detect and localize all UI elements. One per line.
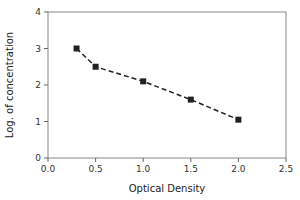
y-tick (44, 12, 48, 13)
y-tick (44, 158, 48, 159)
x-tick-label: 2.5 (279, 164, 293, 174)
y-tick-label: 2 (35, 80, 41, 90)
x-tick-label: 0.0 (41, 164, 56, 174)
y-tick (44, 85, 48, 86)
data-line (77, 49, 239, 120)
x-tick (238, 158, 239, 162)
data-point (140, 78, 146, 84)
y-tick-label: 3 (35, 44, 41, 54)
data-point (93, 64, 99, 70)
x-tick (190, 158, 191, 162)
plot-area (74, 46, 242, 123)
x-tick-label: 1.5 (184, 164, 198, 174)
x-tick-label: 0.5 (88, 164, 102, 174)
data-point (74, 46, 80, 52)
chart-container: 0.0 0.5 1.0 1.5 2.0 2.5 0 1 2 3 4 Optical Density Lo… (0, 0, 300, 200)
x-tick (95, 158, 96, 162)
y-axis-label: Log. of concentration (4, 32, 15, 138)
y-tick-label: 1 (35, 117, 41, 127)
data-point (235, 117, 241, 123)
axes: 0.0 0.5 1.0 1.5 2.0 2.5 0 1 2 3 4 (35, 7, 293, 174)
data-point (188, 97, 194, 103)
x-tick (48, 158, 49, 162)
chart: 0.0 0.5 1.0 1.5 2.0 2.5 0 1 2 3 4 Optical Density Lo… (0, 0, 300, 200)
x-tick (143, 158, 144, 162)
x-axis-label: Optical Density (129, 183, 206, 194)
y-tick-label: 4 (35, 7, 41, 17)
y-tick-label: 0 (35, 153, 41, 163)
y-tick (44, 48, 48, 49)
plot-frame (48, 12, 286, 158)
y-tick (44, 121, 48, 122)
x-tick-label: 2.0 (231, 164, 246, 174)
x-tick-label: 1.0 (136, 164, 151, 174)
x-tick (286, 158, 287, 162)
